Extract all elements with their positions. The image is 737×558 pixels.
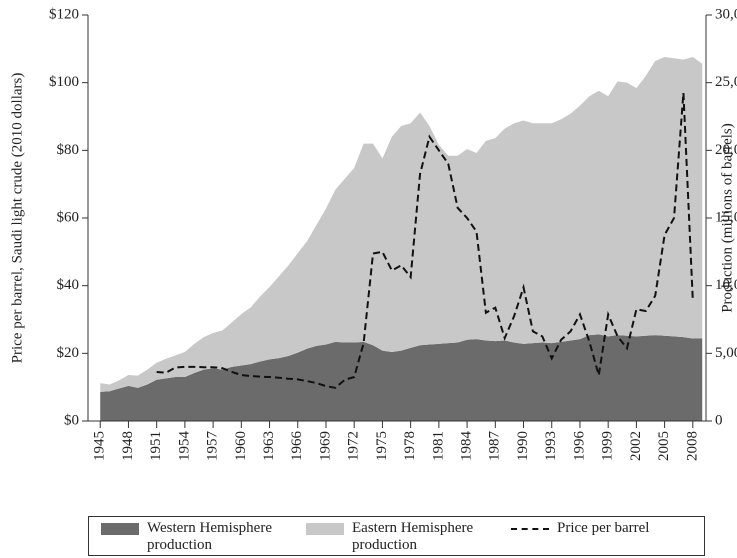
y2-tick-label: 10,000 [715, 277, 737, 293]
y-tick-label: $40 [57, 277, 80, 293]
y2-tick-label: 30,000 [715, 6, 737, 22]
legend-swatch [306, 523, 344, 535]
y-tick-label: $80 [57, 142, 80, 158]
x-tick-label: 1957 [205, 431, 221, 462]
y2-axis-label: Production (millions of barrels) [719, 123, 735, 313]
x-tick-label: 1948 [120, 431, 136, 461]
x-tick-label: 1972 [346, 431, 362, 461]
legend-item: Western Hemisphere production [89, 517, 294, 555]
legend: Western Hemisphere production Eastern Hem… [88, 516, 705, 556]
price-line [156, 92, 694, 389]
legend-label: Eastern Hemisphere production [352, 520, 474, 553]
x-tick-label: 1999 [600, 431, 616, 461]
x-tick-label: 1978 [402, 431, 418, 461]
legend-item: Price per barrel [499, 517, 704, 555]
legend-item: Eastern Hemisphere production [294, 517, 499, 555]
x-tick-label: 1990 [515, 431, 531, 461]
x-tick-label: 1996 [571, 431, 587, 462]
x-tick-label: 1945 [92, 431, 108, 461]
y2-tick-label: 5,000 [715, 345, 737, 361]
x-tick-label: 1984 [459, 431, 475, 462]
legend-swatch [101, 523, 139, 535]
y2-tick-label: 0 [715, 412, 723, 428]
y-tick-label: $60 [57, 209, 80, 225]
y-tick-label: $20 [57, 345, 80, 361]
x-tick-label: 2008 [684, 431, 700, 461]
x-tick-label: 1963 [261, 431, 277, 461]
y-tick-label: $120 [49, 6, 79, 22]
legend-label: Price per barrel [557, 520, 650, 536]
x-tick-label: 1954 [176, 431, 192, 462]
area [100, 56, 703, 392]
x-tick-label: 1960 [233, 431, 249, 461]
y2-tick-label: 20,000 [715, 142, 737, 158]
y-tick-label: $100 [49, 74, 79, 90]
x-tick-label: 1987 [487, 431, 503, 462]
x-tick-label: 1951 [148, 431, 164, 461]
x-tick-label: 1993 [543, 431, 559, 461]
y2-tick-label: 15,000 [715, 209, 737, 225]
y2-tick-label: 25,000 [715, 74, 737, 90]
y-tick-label: $0 [64, 412, 79, 428]
x-tick-label: 2002 [628, 431, 644, 461]
chart: Price per barrel, Saudi light crude (201… [9, 6, 737, 462]
x-tick-label: 1966 [289, 431, 305, 462]
x-tick-label: 1969 [317, 431, 333, 461]
legend-swatch [511, 528, 549, 530]
x-tick-label: 1981 [430, 431, 446, 461]
y-axis-label: Price per barrel, Saudi light crude (201… [9, 73, 25, 364]
x-tick-label: 2005 [656, 431, 672, 461]
legend-label: Western Hemisphere production [147, 520, 272, 553]
x-tick-label: 1975 [374, 431, 390, 461]
